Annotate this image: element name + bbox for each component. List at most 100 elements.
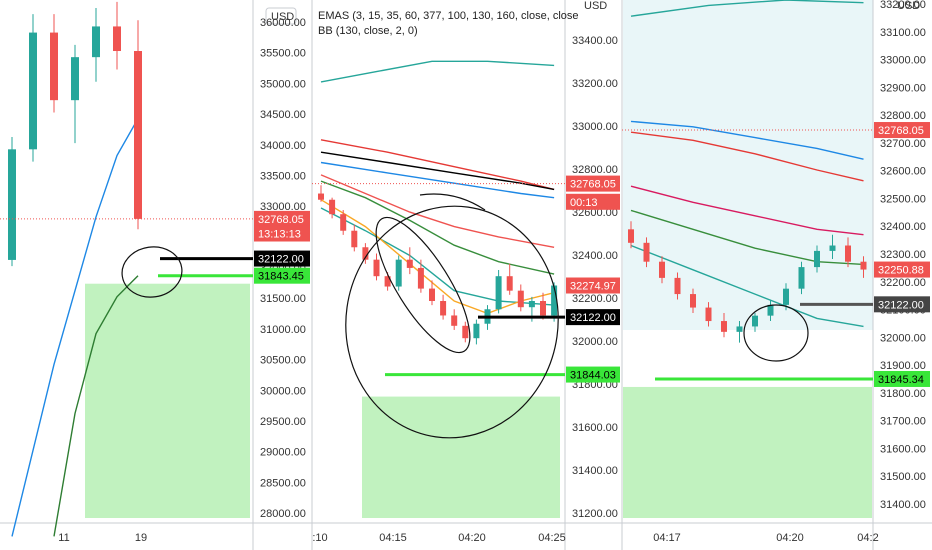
candle-body[interactable] xyxy=(451,315,458,326)
y-tick-label: 31900.00 xyxy=(880,360,926,372)
moving-average-line xyxy=(630,0,864,17)
y-tick-label: 31400.00 xyxy=(572,465,618,477)
price-tag xyxy=(566,175,620,192)
candle-body[interactable] xyxy=(495,276,502,310)
y-tick-label: 32300.00 xyxy=(880,249,926,261)
y-tick-label: 31500.00 xyxy=(880,471,926,483)
support-fill-zone xyxy=(85,283,250,518)
y-tick-label: 31200.00 xyxy=(572,508,618,520)
candle-body[interactable] xyxy=(736,326,743,332)
y-tick-label: 29000.00 xyxy=(260,447,306,459)
currency-label-left-text: USD xyxy=(271,11,294,23)
price-tag-label: 32768.05 xyxy=(258,214,304,226)
y-tick-label: 33400.00 xyxy=(572,35,618,47)
y-tick-label: 32700.00 xyxy=(880,138,926,150)
candle-body[interactable] xyxy=(384,276,391,287)
y-tick-label: 32500.00 xyxy=(880,193,926,205)
candle-body[interactable] xyxy=(721,321,727,332)
candle-body[interactable] xyxy=(506,276,513,291)
candle-body[interactable] xyxy=(50,32,58,101)
y-tick-label: 30500.00 xyxy=(260,355,306,367)
moving-average-line xyxy=(320,151,555,191)
price-tag-label: 00:13 xyxy=(570,197,598,209)
moving-average-line xyxy=(630,244,864,328)
candle-body[interactable] xyxy=(674,277,681,295)
indicator-bb-legend: BB (130, close, 2, 0) xyxy=(318,25,418,37)
candle-body[interactable] xyxy=(628,229,634,243)
price-tag-label: 32768.05 xyxy=(570,179,616,191)
currency-label-left: USD xyxy=(265,7,297,25)
price-tag-label: 32122.00 xyxy=(258,254,304,266)
candle-body[interactable] xyxy=(71,57,79,101)
y-tick-label: 32200.00 xyxy=(880,277,926,289)
moving-average-line xyxy=(630,185,864,236)
candle-body[interactable] xyxy=(767,304,774,316)
candle-body[interactable] xyxy=(752,315,758,327)
candle-body[interactable] xyxy=(829,245,836,251)
y-tick-label: 31500.00 xyxy=(260,293,306,305)
y-tick-label: 34500.00 xyxy=(260,109,306,121)
candle-body[interactable] xyxy=(340,214,347,231)
middle-chart-panel[interactable]: 33400.00 33200.00 33000.00 32800.00 32600.00… xyxy=(312,35,620,544)
moving-average-line xyxy=(320,174,555,248)
candle-body[interactable] xyxy=(417,267,424,289)
candle-body[interactable] xyxy=(351,230,358,248)
candle-body[interactable] xyxy=(473,323,480,339)
candle-body[interactable] xyxy=(429,288,435,301)
candle-body[interactable] xyxy=(798,267,805,289)
candle-body[interactable] xyxy=(860,261,867,270)
y-tick-label: 33000.00 xyxy=(880,55,926,67)
candle-body[interactable] xyxy=(783,288,789,305)
candle-body[interactable] xyxy=(395,259,402,287)
candle-body[interactable] xyxy=(643,242,650,262)
price-tag-label: 32250.88 xyxy=(878,265,924,277)
price-tag-label: 31844.03 xyxy=(570,370,616,382)
candle-body[interactable] xyxy=(8,149,16,260)
candle-body[interactable] xyxy=(329,199,336,215)
candle-body[interactable] xyxy=(406,259,413,268)
y-tick-label: 33200.00 xyxy=(880,0,926,11)
price-tag-label: 32122.00 xyxy=(878,299,924,311)
candle-body[interactable] xyxy=(690,294,696,308)
y-tick-label: 31000.00 xyxy=(260,324,306,336)
x-tick-label: 04:15 xyxy=(379,532,407,544)
candle-body[interactable] xyxy=(318,193,324,200)
y-tick-label: 31800.00 xyxy=(880,388,926,400)
left-chart-panel[interactable]: 36000.00 35500.00 35000.00 34500.00 34000.00… xyxy=(0,1,310,544)
x-tick-label: 04:2 xyxy=(857,532,878,544)
candle-body[interactable] xyxy=(845,245,851,262)
price-tag xyxy=(874,122,930,139)
right-bb-band xyxy=(623,0,873,330)
y-tick-label: 35000.00 xyxy=(260,78,306,90)
price-tag xyxy=(254,267,310,284)
candle-body[interactable] xyxy=(373,259,380,277)
y-tick-label: 32000.00 xyxy=(880,332,926,344)
candle-body[interactable] xyxy=(29,32,37,150)
candle-body[interactable] xyxy=(705,307,712,322)
candle-body[interactable] xyxy=(134,51,142,219)
price-tag xyxy=(874,370,930,387)
price-tag xyxy=(254,225,310,242)
candle-body[interactable] xyxy=(659,261,665,278)
candle-body[interactable] xyxy=(517,290,524,308)
y-tick-label: 35500.00 xyxy=(260,48,306,60)
middle-scribble-annotation xyxy=(419,193,486,211)
right-chart-panel[interactable]: 33200.00 33100.00 33000.00 32900.00 32800.00… xyxy=(622,0,930,544)
candle-body[interactable] xyxy=(92,26,100,58)
candle-body[interactable] xyxy=(814,250,820,268)
candle-body[interactable] xyxy=(462,325,469,339)
candle-body[interactable] xyxy=(540,301,546,316)
candle-body[interactable] xyxy=(113,26,121,52)
x-tick-label: :10 xyxy=(312,532,327,544)
y-tick-label: 28000.00 xyxy=(260,508,306,520)
moving-average-line xyxy=(320,161,555,199)
candle-body[interactable] xyxy=(528,301,535,308)
candle-body[interactable] xyxy=(440,301,447,316)
y-tick-label: 32600.00 xyxy=(572,207,618,219)
candle-body[interactable] xyxy=(362,247,369,260)
x-tick-label: 04:17 xyxy=(653,532,681,544)
candle-body[interactable] xyxy=(551,285,558,316)
x-tick-label: 04:25 xyxy=(538,532,566,544)
